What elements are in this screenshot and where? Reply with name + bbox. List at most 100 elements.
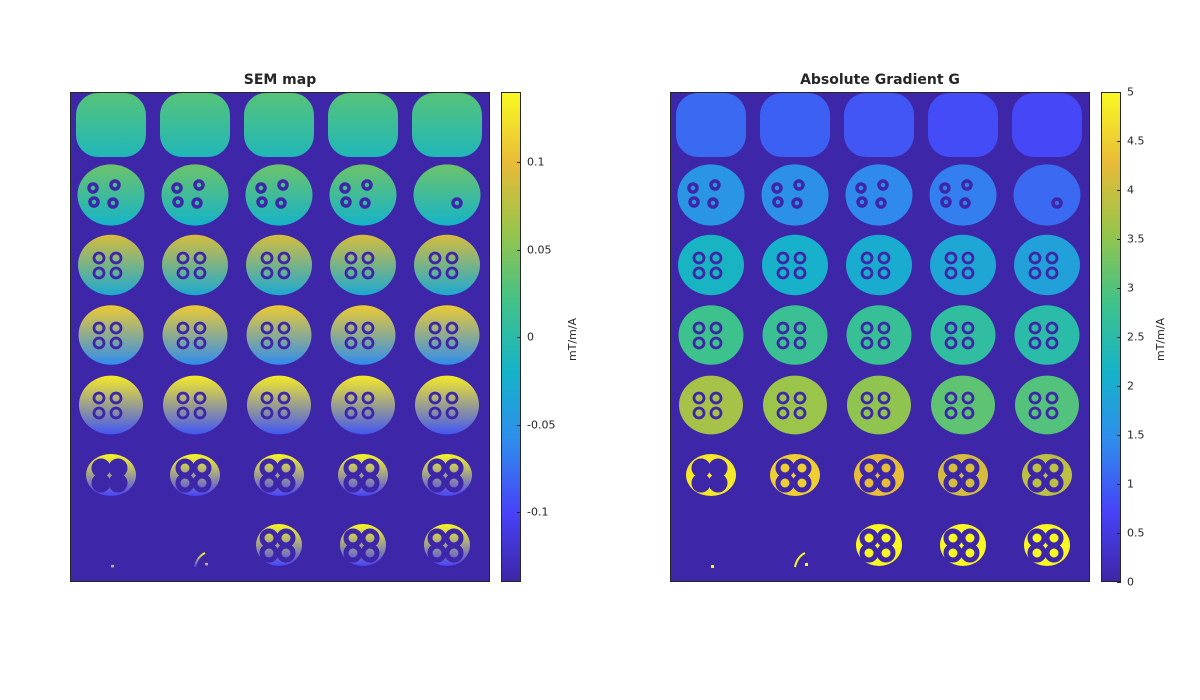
- phantom-slice-r1-c1: [676, 93, 746, 157]
- phantom-hole: [193, 251, 207, 265]
- phantom-slice-r3-c1: [678, 234, 744, 296]
- colorbar-tick-label: 0: [1127, 575, 1134, 589]
- phantom-hole: [428, 336, 442, 350]
- phantom-slice-r7-c2: [794, 552, 808, 568]
- gradient-image: [670, 92, 1090, 582]
- phantom-slice-r4-c4: [330, 305, 396, 365]
- phantom-hole: [709, 179, 721, 191]
- sem-map-image: [70, 92, 490, 582]
- colorbar-tick-mark: [1117, 386, 1121, 387]
- phantom-hole: [692, 321, 706, 335]
- phantom-slice-r6-c3: [254, 454, 304, 496]
- phantom-hole: [361, 251, 375, 265]
- phantom-hole: [944, 251, 958, 265]
- phantom-slice-r5-c3: [247, 375, 311, 435]
- phantom-hole: [92, 391, 106, 405]
- phantom-hole: [687, 182, 699, 194]
- phantom-slice-r4-c1: [78, 305, 144, 365]
- phantom-hole: [960, 543, 980, 563]
- phantom-hole: [92, 321, 106, 335]
- phantom-hole: [260, 251, 274, 265]
- phantom-hole: [176, 406, 190, 420]
- phantom-hole: [709, 406, 723, 420]
- colorbar-tick-label: -0.05: [527, 418, 556, 431]
- phantom-hole: [1028, 391, 1042, 405]
- phantom-slice-r6-c5: [422, 454, 472, 496]
- phantom-slice-r2-c5: [413, 164, 481, 226]
- phantom-hole: [193, 391, 207, 405]
- colorbar-tick-mark: [517, 249, 521, 251]
- phantom-hole: [176, 391, 190, 405]
- phantom-hole: [192, 473, 212, 493]
- phantom-hole: [109, 266, 123, 280]
- phantom-hole: [860, 251, 874, 265]
- phantom-hole: [792, 473, 812, 493]
- phantom-hole: [109, 179, 121, 191]
- phantom-hole: [276, 543, 296, 563]
- phantom-hole: [793, 179, 805, 191]
- phantom-hole: [793, 251, 807, 265]
- phantom-hole: [277, 321, 291, 335]
- phantom-hole: [344, 336, 358, 350]
- phantom-hole: [1045, 266, 1059, 280]
- heatmap-svg: [671, 93, 1089, 581]
- phantom-slice-r4-c5: [414, 305, 480, 365]
- phantom-slice-r3-c3: [846, 234, 912, 296]
- phantom-hole: [193, 179, 205, 191]
- sem-colorbar-unit: mT/m/A: [566, 317, 579, 361]
- phantom-hole: [445, 406, 459, 420]
- phantom-hole: [944, 321, 958, 335]
- phantom-hole: [87, 182, 99, 194]
- phantom-hole: [776, 406, 790, 420]
- colorbar-tick-mark: [517, 337, 521, 338]
- colorbar-tick-label: 0.1: [527, 155, 545, 169]
- phantom-slice-r2-c3: [845, 164, 913, 226]
- phantom-hole: [793, 391, 807, 405]
- phantom-hole: [340, 196, 352, 208]
- phantom-slice-r2-c2: [161, 164, 229, 226]
- phantom-hole: [361, 391, 375, 405]
- colorbar-tick-mark: [1117, 141, 1121, 142]
- phantom-slice-r6-c1: [86, 454, 136, 496]
- phantom-hole: [1045, 406, 1059, 420]
- phantom-slice-r5-c3: [847, 375, 911, 435]
- phantom-hole: [877, 266, 891, 280]
- phantom-hole: [692, 406, 706, 420]
- phantom-hole: [709, 251, 723, 265]
- phantom-hole: [1045, 336, 1059, 350]
- phantom-hole: [855, 182, 867, 194]
- phantom-hole: [344, 266, 358, 280]
- colorbar-tick-mark: [1117, 533, 1121, 534]
- colorbar-tick-label: 3: [1127, 281, 1134, 295]
- phantom-hole: [260, 391, 274, 405]
- phantom-hole: [91, 473, 111, 493]
- colorbar-tick-label: 4: [1127, 183, 1134, 197]
- phantom-hole: [708, 458, 728, 478]
- phantom-slice-r5-c1: [679, 375, 743, 435]
- phantom-hole: [275, 197, 287, 209]
- phantom-hole: [343, 473, 363, 493]
- phantom-hole: [860, 406, 874, 420]
- phantom-hole: [445, 391, 459, 405]
- phantom-hole: [344, 406, 358, 420]
- phantom-hole: [343, 543, 363, 563]
- colorbar-tick-label: 0: [527, 330, 534, 344]
- phantom-hole: [692, 336, 706, 350]
- phantom-slice-r1-c3: [844, 93, 914, 157]
- phantom-hole: [260, 266, 274, 280]
- colorbar-tick-label: 2.5: [1127, 330, 1145, 344]
- phantom-hole: [771, 182, 783, 194]
- phantom-slice-r3-c4: [930, 234, 996, 296]
- colorbar-tick-label: 2: [1127, 379, 1134, 393]
- phantom-hole: [277, 251, 291, 265]
- phantom-hole: [776, 391, 790, 405]
- phantom-hole: [108, 473, 128, 493]
- phantom-hole: [959, 197, 971, 209]
- phantom-hole: [260, 406, 274, 420]
- phantom-hole: [877, 391, 891, 405]
- phantom-slice-r6-c1: [686, 454, 736, 496]
- phantom-hole: [877, 179, 889, 191]
- phantom-hole: [944, 266, 958, 280]
- phantom-slice-r5-c4: [931, 375, 995, 435]
- phantom-hole: [359, 197, 371, 209]
